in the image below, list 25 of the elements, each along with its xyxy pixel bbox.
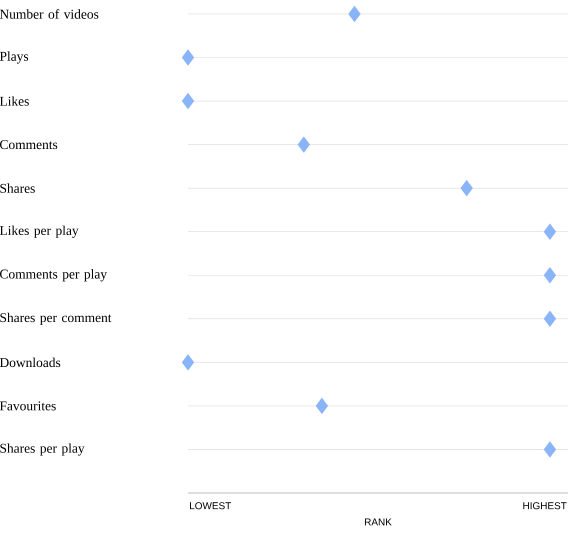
y-tick-label: Shares per play <box>0 443 85 456</box>
point <box>182 354 194 371</box>
y-tick-label: Comments <box>0 140 58 150</box>
y-tick-label: Plays <box>0 51 28 64</box>
y-tick-label: Number of videos <box>0 9 98 19</box>
point <box>348 6 361 22</box>
text: LOWEST <box>190 502 232 510</box>
y-tick-label: Downloads <box>0 358 60 368</box>
y-tick-label: Likes <box>0 96 29 106</box>
y-tick-label: Comments per play <box>0 269 108 282</box>
point <box>182 49 194 66</box>
point <box>544 310 556 327</box>
y-tick-label: Shares per comment <box>0 312 112 325</box>
x-axis-title: RANK <box>364 518 392 526</box>
text: HIGHEST <box>523 502 567 510</box>
point <box>182 92 194 110</box>
y-tick-label: Favourites <box>0 401 56 410</box>
point <box>316 398 328 414</box>
y-tick-label: Likes per play <box>0 226 79 238</box>
point <box>298 136 310 153</box>
point <box>460 180 473 196</box>
y-tick-label: Shares <box>0 183 35 193</box>
point <box>544 267 556 284</box>
point <box>544 223 556 240</box>
point <box>544 441 556 458</box>
